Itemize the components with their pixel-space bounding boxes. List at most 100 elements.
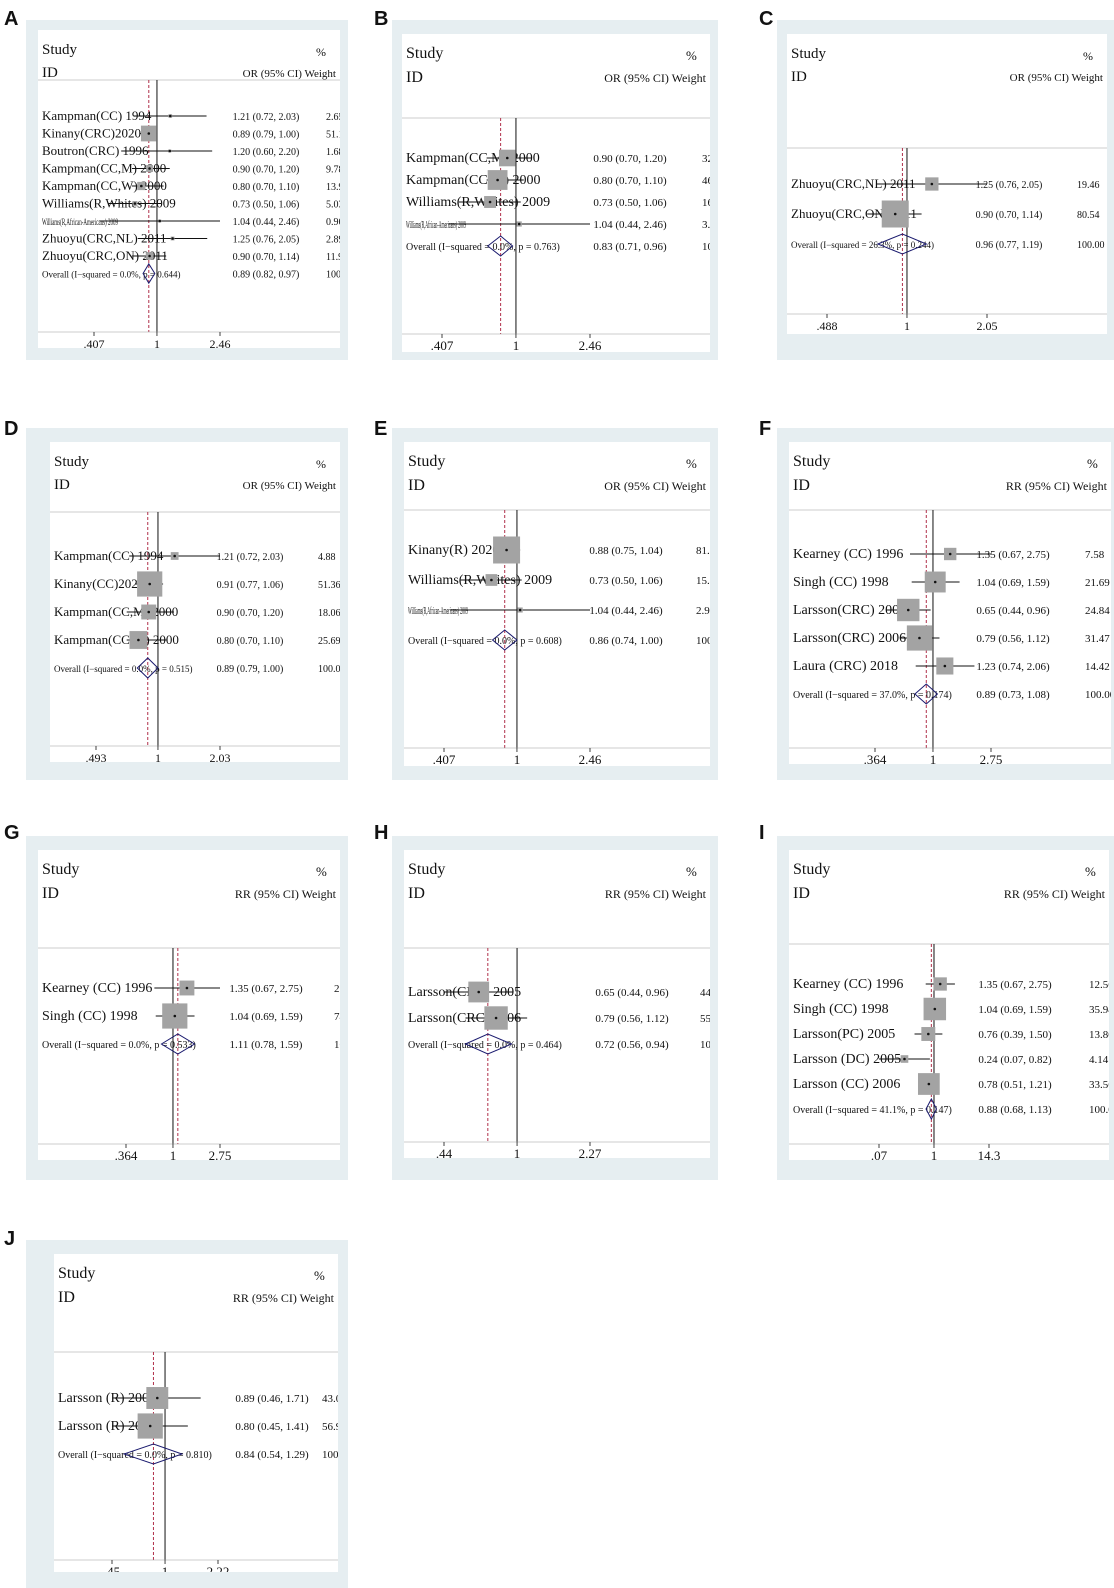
overall-label: Overall (I−squared = 0.0%, p = 0.810) [58, 1450, 212, 1461]
header-measure-weight: RR (95% CI) Weight [1004, 887, 1106, 901]
x-tick-label: 2.75 [980, 752, 1003, 764]
study-weight-text: 46.86 [702, 175, 710, 187]
header-study: Study [42, 861, 79, 878]
overall-ci-text: 0.89 (0.82, 0.97) [233, 270, 300, 281]
x-tick-label: 2.05 [977, 319, 998, 333]
study-point-estimate [943, 664, 947, 668]
header-study: Study [58, 1265, 95, 1282]
x-tick-label: 2.46 [579, 338, 602, 352]
overall-weight-text: 100.00 [1085, 689, 1111, 701]
forest-plot-svg: Study ID% OR (95% CI) Weight .488 1 2.05 Zhuoy… [787, 46, 1107, 333]
panel-letter: B [374, 8, 389, 30]
study-point-estimate [918, 636, 921, 640]
overall-diamond [136, 657, 159, 679]
header-measure-weight: OR (95% CI) Weight [1010, 72, 1103, 84]
panel-letter: G [4, 822, 20, 844]
overall-label: Overall (I−squared = 0.0%, p = 0.644) [42, 270, 180, 280]
x-tick-label: 2.75 [209, 1148, 232, 1160]
overall-diamond [464, 1033, 513, 1055]
study-ci-text: 0.90 (0.70, 1.14) [976, 210, 1043, 221]
study-point-estimate [155, 1396, 159, 1400]
forest-plot-svg: Study ID% OR (95% CI) Weight .407 1 2.46 Kinan… [404, 453, 710, 766]
study-label: Kearney (CC) 1996 [793, 547, 903, 562]
study-label: Laura (CRC) 2018 [793, 659, 898, 674]
x-tick-label: .407 [431, 338, 454, 352]
study-weight-text: 24.84 [1085, 605, 1110, 617]
study-point-estimate [168, 149, 172, 153]
header-measure-weight: RR (95% CI) Weight [235, 887, 337, 901]
study-ci-text: 1.21 (0.72, 2.03) [233, 112, 300, 123]
study-weight-text: 3.23 [702, 219, 710, 231]
study-ci-text: 0.73 (0.50, 1.06) [233, 200, 300, 211]
study-point-estimate [148, 1424, 152, 1428]
study-label: Kampman(CC,W) 2000 [54, 632, 179, 647]
study-ci-text: 0.90 (0.70, 1.20) [233, 165, 300, 176]
study-ci-text: 1.04 (0.44, 2.46) [233, 217, 300, 228]
study-weight-text: 32.95 [702, 153, 710, 165]
study-weight-text: 15.45 [696, 575, 710, 587]
study-ci-text: 0.65 (0.44, 0.96) [976, 605, 1050, 617]
plot-area: Study ID% OR (95% CI) Weight .493 1 2.03 Kampm… [50, 442, 340, 762]
panel-background: Study ID% RR (95% CI) Weight .44 1 2.27 Larsso… [392, 836, 718, 1180]
x-tick-label: 2.46 [210, 337, 231, 348]
header-id: ID [58, 1289, 75, 1306]
panel-background: Study ID% OR (95% CI) Weight .493 1 2.03 Kampm… [26, 428, 348, 780]
overall-ci-text: 0.89 (0.79, 1.00) [217, 664, 284, 675]
header-measure-weight: OR (95% CI) Weight [243, 68, 336, 80]
study-point-estimate [933, 1007, 937, 1011]
study-weight-text: 11.95 [326, 252, 340, 263]
study-label: Larsson (R) 2005 [58, 1391, 156, 1406]
study-weight-text: 4.88 [318, 552, 336, 563]
study-weight-text: 13.80 [1089, 1029, 1109, 1041]
x-tick-label: .407 [84, 337, 105, 348]
header-measure-weight: OR (95% CI) Weight [243, 480, 336, 492]
x-tick-label: .364 [115, 1148, 138, 1160]
header-id: ID [791, 69, 807, 85]
overall-diamond [491, 629, 518, 651]
study-weight-text: 9.78 [326, 165, 340, 176]
study-weight-text: 14.42 [1085, 661, 1110, 673]
panel-background: Study ID% RR (95% CI) Weight .364 1 2.75 Kearn… [26, 836, 348, 1180]
header-measure-weight: OR (95% CI) Weight [604, 71, 706, 85]
study-ci-text: 1.21 (0.72, 2.03) [217, 552, 284, 563]
study-point-estimate [517, 222, 521, 226]
study-point-estimate [490, 578, 493, 582]
x-tick-label: 1 [513, 338, 520, 352]
panel-letter: C [759, 8, 774, 30]
study-ci-text: 1.35 (0.67, 2.75) [978, 979, 1052, 991]
study-point-estimate [148, 582, 152, 586]
study-ci-text: 0.90 (0.70, 1.14) [233, 252, 300, 263]
header-percent: % [1085, 864, 1096, 879]
study-weight-text: 2.94 [696, 605, 710, 617]
study-label: Larsson (CC) 2006 [793, 1077, 900, 1092]
study-point-estimate [173, 1014, 177, 1018]
x-tick-label: .488 [817, 319, 838, 333]
study-weight-text: 51.15 [326, 130, 340, 141]
overall-diamond [160, 1033, 196, 1055]
study-ci-text: 1.35 (0.67, 2.75) [229, 983, 303, 995]
header-id: ID [793, 885, 810, 902]
study-label: Williams(R,African-Americans) 2009 [408, 606, 468, 617]
forest-plot-svg: Study ID% RR (95% CI) Weight .07 1 14.3 Kearne… [789, 861, 1109, 1160]
x-tick-label: 2.03 [210, 751, 231, 762]
x-tick-label: 1 [514, 752, 521, 766]
x-tick-label: 2.22 [207, 1564, 230, 1572]
x-tick-label: 1 [904, 319, 910, 333]
panel-letter: I [759, 822, 765, 844]
overall-ci-text: 0.83 (0.71, 0.96) [593, 241, 667, 253]
study-weight-text: 43.07 [322, 1393, 338, 1405]
forest-plot-svg: Study ID% RR (95% CI) Weight .364 1 2.75 Kearn… [38, 861, 340, 1160]
study-label: Zhuoyu(CRC,NL) 2011 [791, 176, 915, 191]
study-label: Williams(R,African-Americans) 2009 [42, 217, 118, 227]
header-id: ID [793, 477, 810, 494]
study-weight-text: 55.89 [700, 1013, 710, 1025]
study-point-estimate [148, 167, 151, 170]
overall-diamond [876, 233, 928, 255]
x-tick-label: 14.3 [978, 1148, 1001, 1160]
study-label: Kinany(CRC)2020 [42, 126, 141, 141]
plot-area: Study ID% OR (95% CI) Weight .407 1 2.46 Kampm… [402, 34, 710, 352]
plot-area: Study ID% RR (95% CI) Weight .44 1 2.27 Larsso… [404, 850, 710, 1158]
overall-weight-text: 100.00 [334, 1039, 340, 1051]
overall-weight-text: 100.00 [1089, 1104, 1109, 1116]
